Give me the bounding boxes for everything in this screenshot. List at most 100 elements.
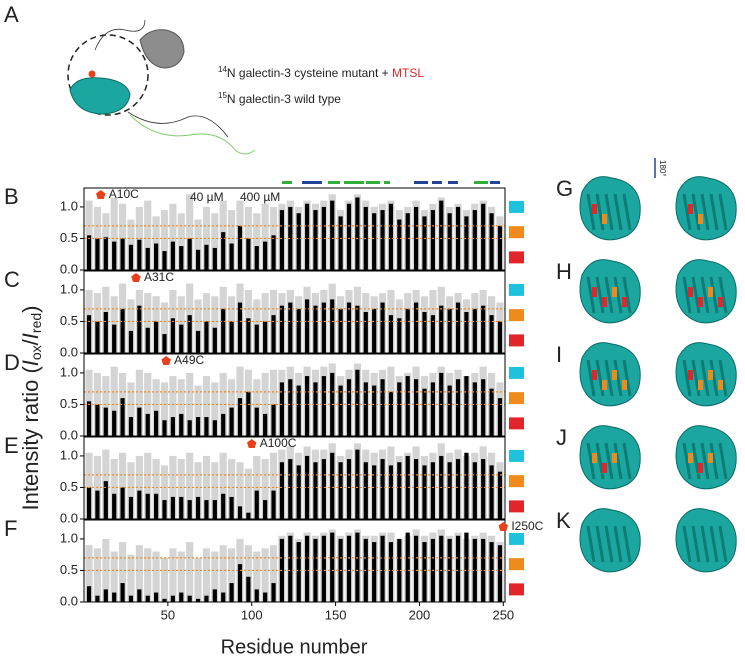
bar: [397, 219, 402, 270]
y-tick-label: 0.0: [60, 593, 78, 608]
strand: [709, 525, 719, 563]
bar: [86, 235, 92, 270]
bar: [152, 551, 160, 602]
highlight: [698, 214, 703, 224]
strand: [700, 442, 710, 480]
bar: [160, 465, 169, 519]
bar: [204, 595, 209, 602]
bar: [154, 321, 159, 353]
bar: [194, 557, 202, 602]
bar: [229, 407, 234, 436]
panel-letter: E: [4, 433, 19, 458]
bar: [160, 382, 169, 436]
plot-frame: [83, 519, 506, 603]
bar: [244, 468, 252, 519]
bar: [279, 305, 285, 353]
bar: [380, 302, 385, 353]
structure-cartoon: [579, 342, 641, 407]
range-key: [509, 226, 524, 239]
bar: [269, 545, 278, 602]
bar: [372, 465, 377, 519]
bar: [135, 455, 143, 519]
bar: [221, 232, 226, 270]
bar: [279, 462, 285, 519]
ylabel-part: ox: [28, 345, 44, 360]
isotope: 15: [218, 91, 227, 100]
bar: [497, 398, 503, 436]
highlight: [612, 370, 617, 380]
strand: [622, 276, 632, 314]
strand: [691, 525, 701, 563]
bar: [430, 382, 435, 436]
bar: [355, 369, 360, 436]
ylabel-part: red: [28, 313, 44, 333]
bar: [330, 299, 335, 353]
bar: [263, 500, 268, 519]
bar: [179, 246, 184, 270]
y-tick-label: 0.5: [60, 396, 78, 411]
bar: [95, 321, 100, 353]
bar: [170, 241, 176, 270]
bar: [229, 583, 234, 602]
rotation-label: 180°: [658, 160, 667, 177]
legend-mutant: 14N galectin-3 cysteine mutant + MTSL: [218, 65, 424, 80]
bar: [489, 213, 494, 270]
strand: [718, 359, 728, 397]
bar: [405, 213, 410, 270]
bar: [144, 200, 152, 270]
bar: [288, 535, 293, 602]
bar: [430, 315, 435, 353]
strand: [718, 193, 728, 231]
bar: [127, 382, 135, 436]
bar: [211, 296, 219, 353]
legend-text: N galectin-3 cysteine mutant +: [227, 66, 392, 80]
bar: [237, 564, 243, 602]
bar: [162, 420, 167, 436]
strand: [595, 525, 605, 563]
bar: [112, 324, 117, 353]
structure-body: [579, 259, 641, 324]
legend-entry: 40 µM: [190, 190, 224, 204]
bar: [152, 459, 160, 519]
y-tick-label: 1.0: [60, 281, 78, 296]
bar: [321, 535, 326, 602]
bar: [110, 197, 118, 270]
strand: [700, 276, 710, 314]
bar: [177, 551, 185, 602]
x-tick-label: 200: [409, 607, 431, 622]
bar: [187, 500, 192, 519]
highlight: [592, 370, 597, 380]
bar: [304, 203, 310, 270]
bar: [288, 206, 293, 270]
bar: [221, 413, 226, 436]
bar: [464, 452, 469, 519]
bar: [296, 465, 301, 519]
highlight: [622, 297, 627, 307]
y-tick-label: 0.5: [60, 479, 78, 494]
bar: [447, 462, 452, 519]
bar: [211, 462, 219, 519]
bar: [489, 315, 494, 353]
strand: [586, 276, 596, 314]
bar: [202, 548, 211, 602]
bar: [489, 542, 494, 602]
bar: [154, 243, 159, 270]
isotope: 14: [218, 65, 227, 74]
y-tick-label: 0.5: [60, 230, 78, 245]
bar: [103, 481, 108, 519]
bar: [355, 305, 360, 353]
bar: [135, 369, 143, 436]
bar: [221, 592, 226, 602]
panel-letter: F: [4, 516, 17, 541]
bar: [455, 379, 461, 436]
bar: [447, 308, 452, 353]
strand: [718, 442, 728, 480]
range-key: [509, 475, 524, 488]
bar: [127, 554, 135, 602]
bar: [263, 413, 268, 436]
range-key: [509, 583, 524, 596]
strand: [613, 276, 623, 314]
bar: [145, 413, 150, 436]
range-key: [509, 532, 524, 545]
legend-text: N galectin-3 wild type: [227, 92, 341, 106]
